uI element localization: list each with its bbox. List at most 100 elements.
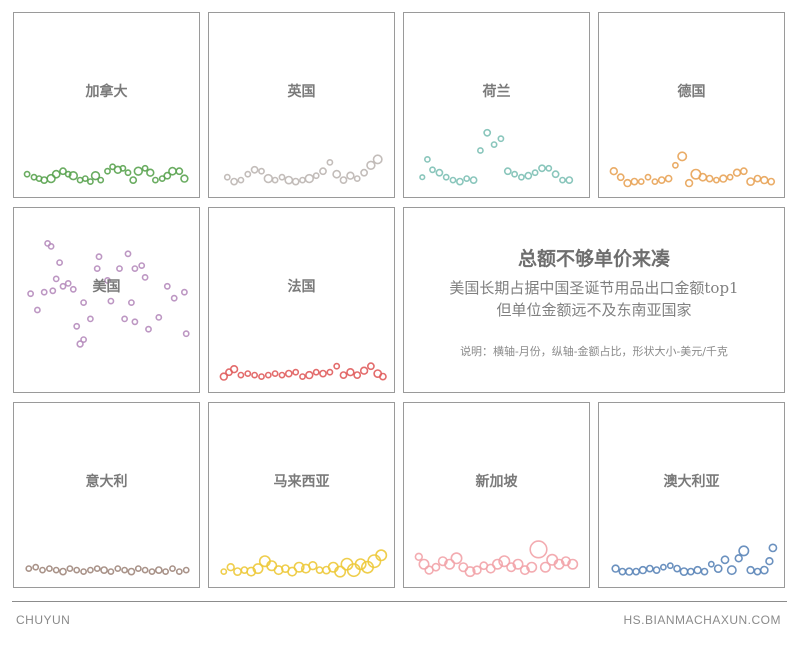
panel-8: 马来西亚 — [208, 402, 395, 588]
data-point — [133, 166, 144, 176]
data-point — [739, 167, 748, 176]
data-point — [609, 167, 618, 176]
data-point — [23, 170, 31, 178]
data-point — [138, 262, 146, 269]
data-point — [163, 282, 171, 290]
data-point — [258, 167, 265, 175]
data-point — [141, 566, 149, 574]
data-point — [672, 161, 679, 169]
data-point — [707, 560, 715, 568]
data-point — [334, 565, 347, 578]
data-point — [664, 174, 673, 183]
data-point — [686, 567, 695, 576]
data-point — [644, 173, 652, 181]
data-point — [760, 175, 769, 185]
data-point — [154, 566, 163, 574]
data-point — [278, 173, 286, 181]
data-point — [567, 558, 579, 570]
data-point — [538, 164, 546, 173]
data-point — [423, 155, 431, 163]
data-point — [80, 299, 87, 306]
data-point — [278, 371, 286, 379]
data-point — [252, 563, 264, 575]
scatter-plot — [25, 563, 190, 576]
panel-2: 英国 — [208, 12, 395, 198]
data-point — [759, 565, 769, 575]
data-point — [630, 177, 639, 186]
data-point — [47, 243, 55, 250]
data-point — [244, 170, 252, 178]
data-point — [68, 171, 78, 181]
data-point — [679, 567, 689, 576]
data-point — [732, 168, 742, 177]
data-point — [519, 565, 530, 576]
data-point — [418, 558, 430, 570]
data-point — [353, 371, 362, 379]
data-point — [284, 369, 293, 378]
data-point — [49, 287, 57, 295]
scatter-plot — [223, 154, 383, 186]
data-point — [233, 567, 242, 576]
data-point — [366, 362, 375, 371]
data-point — [431, 562, 441, 572]
data-point — [116, 265, 123, 272]
data-point — [56, 259, 63, 266]
data-point — [114, 565, 122, 572]
data-point — [291, 177, 300, 186]
data-point — [719, 174, 728, 183]
data-point — [497, 135, 505, 143]
data-point — [738, 545, 750, 557]
scatter-plot — [609, 151, 776, 188]
data-point — [121, 315, 128, 323]
data-point — [131, 265, 139, 272]
panel-9: 新加坡 — [403, 402, 590, 588]
footer-brand: CHUYUN — [16, 613, 71, 627]
footer-site: HS.BIANMACHAXUN.COM — [623, 613, 781, 627]
panel-title: 德国 — [677, 84, 706, 100]
data-point — [27, 290, 34, 298]
data-point — [93, 565, 101, 572]
data-point — [616, 173, 625, 182]
scatter-plot — [220, 549, 388, 578]
data-point — [220, 568, 228, 575]
data-point — [175, 568, 183, 575]
data-point — [498, 555, 511, 568]
data-point — [360, 168, 368, 177]
data-point — [354, 558, 367, 571]
info-line2: 但单位金额远不及东南亚国家 — [496, 301, 692, 319]
data-point — [726, 565, 737, 576]
data-point — [753, 567, 762, 576]
data-point — [326, 158, 334, 166]
info-note: 说明：横轴-月份，纵轴-金额占比，形状大小-美元/千克 — [460, 345, 728, 358]
data-point — [258, 373, 265, 380]
data-point — [645, 564, 654, 573]
data-point — [753, 174, 762, 183]
data-point — [651, 178, 659, 185]
data-point — [246, 566, 257, 577]
data-point — [299, 176, 306, 184]
data-point — [319, 369, 327, 378]
data-point — [346, 368, 355, 377]
data-point — [700, 567, 709, 576]
data-point — [464, 566, 476, 578]
data-point — [124, 250, 132, 258]
data-point — [87, 178, 94, 185]
data-point — [32, 563, 40, 571]
data-point — [531, 169, 539, 177]
data-point — [657, 176, 666, 184]
data-point — [95, 253, 103, 261]
data-point — [632, 567, 640, 576]
data-point — [263, 173, 273, 184]
data-point — [372, 154, 383, 165]
data-point — [169, 565, 176, 572]
panel-title: 美国 — [92, 279, 121, 295]
data-point — [734, 554, 743, 563]
data-point — [170, 294, 178, 302]
data-point — [308, 561, 318, 571]
data-point — [104, 167, 111, 175]
data-point — [524, 171, 533, 180]
data-point — [746, 565, 755, 575]
data-point — [293, 561, 305, 573]
data-point — [346, 171, 355, 180]
scatter-plot — [219, 362, 387, 381]
